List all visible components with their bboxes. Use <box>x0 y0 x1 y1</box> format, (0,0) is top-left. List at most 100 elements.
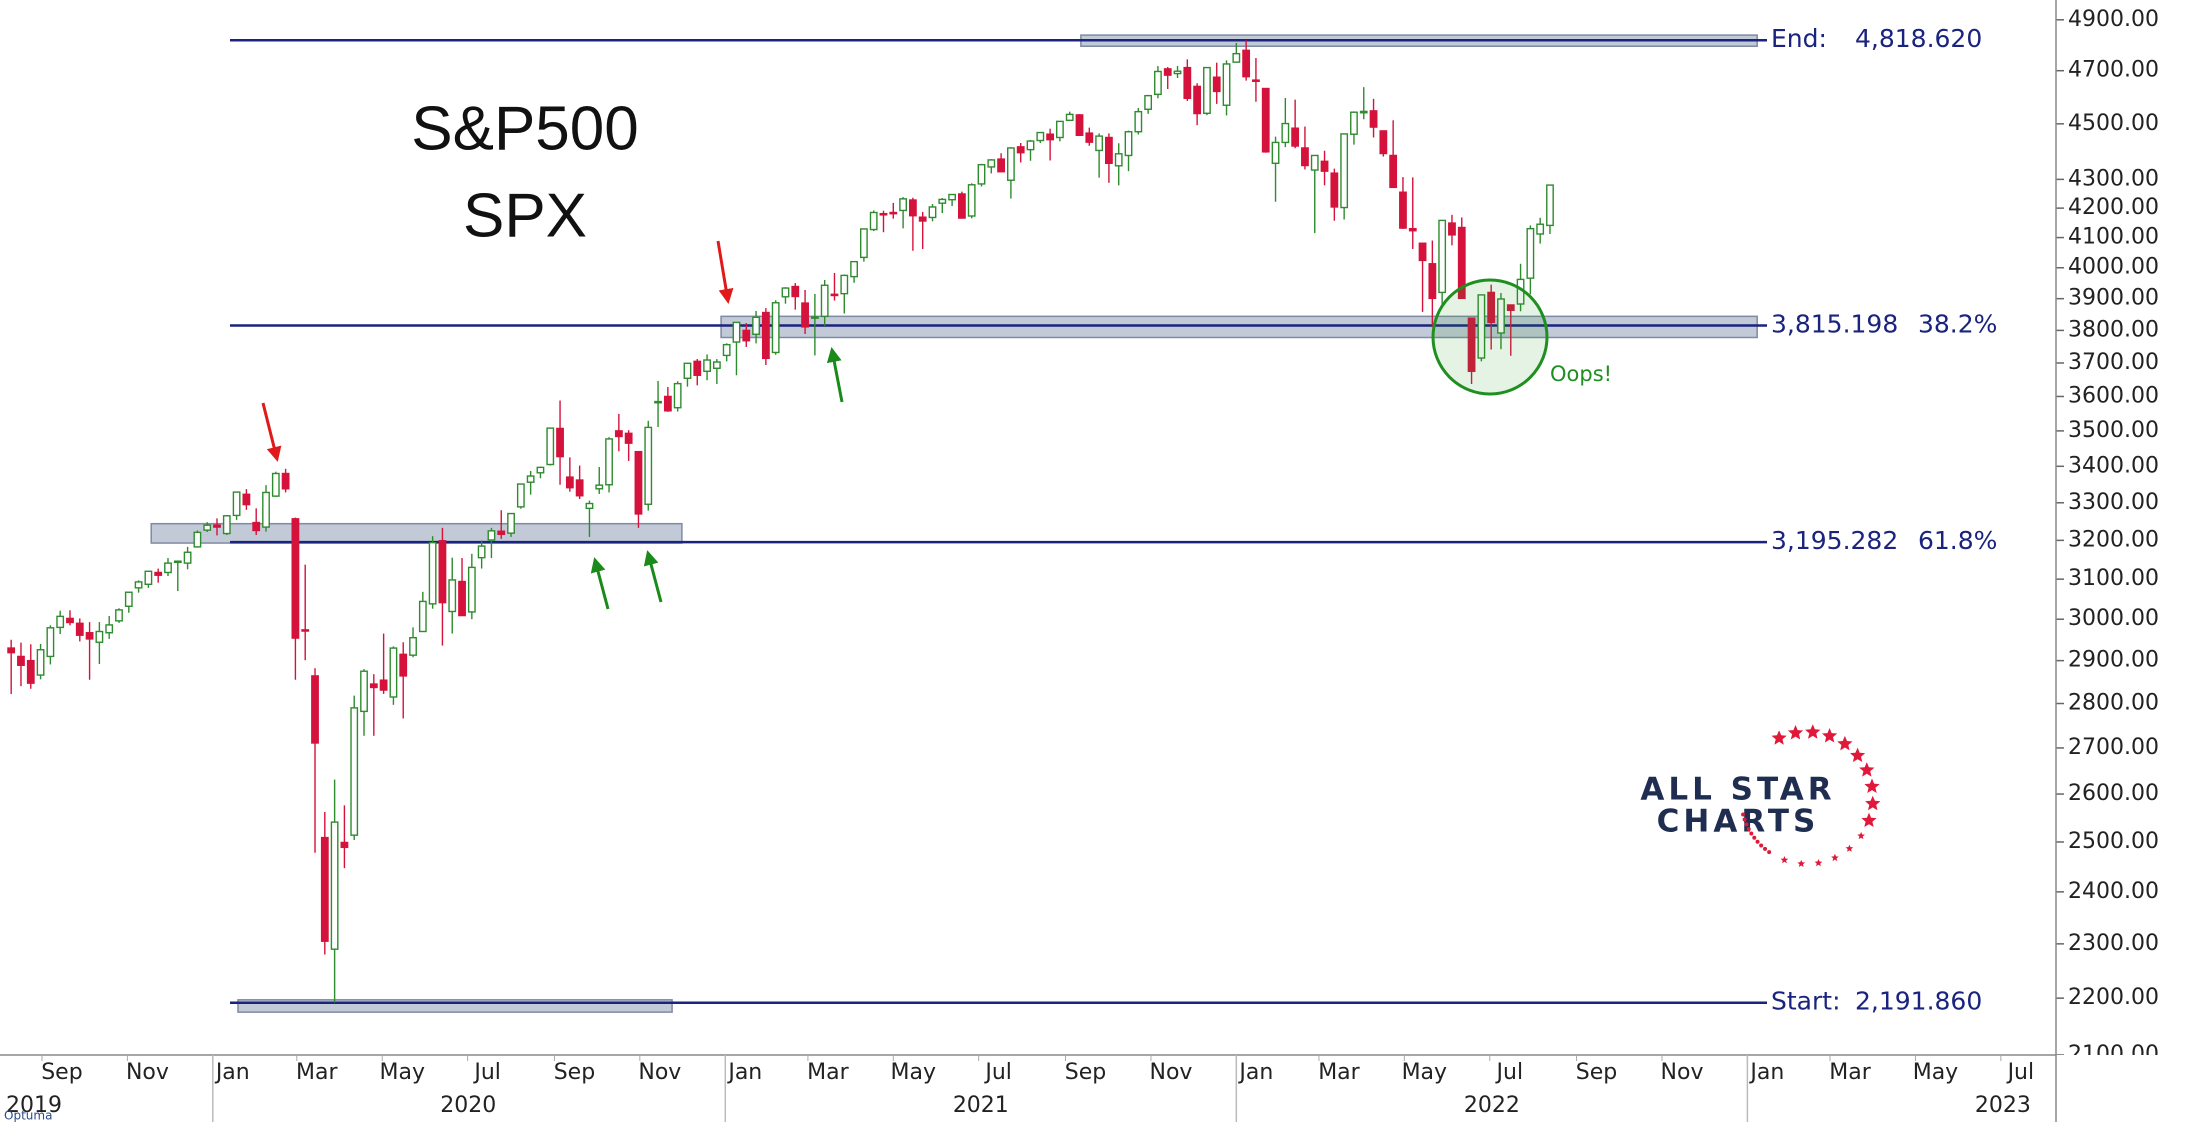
y-tick-label: 4100.00 <box>2068 225 2159 250</box>
candle-body <box>1320 160 1329 172</box>
candle-body <box>1281 122 1290 144</box>
level-label: 2,191.860 <box>1855 987 1982 1016</box>
y-tick-label: 3000.00 <box>2068 606 2159 631</box>
candle-body <box>1036 131 1045 142</box>
y-tick-label: 3500.00 <box>2068 418 2159 443</box>
candle-body <box>526 475 535 483</box>
candle-body <box>977 163 986 185</box>
y-tick-label: 2900.00 <box>2068 648 2159 673</box>
candle-body <box>673 382 682 409</box>
candle-body <box>791 285 800 298</box>
candle-body <box>957 193 966 219</box>
level-name: End: <box>1771 24 1827 53</box>
logo-star <box>1831 853 1839 862</box>
candle-body <box>1124 131 1133 157</box>
candle-body <box>379 679 388 691</box>
candle-body <box>732 321 741 343</box>
candle-body <box>683 362 692 379</box>
candle-body <box>801 302 809 328</box>
y-tick-label: 2500.00 <box>2068 829 2159 854</box>
candle-body <box>742 329 751 342</box>
candle-body <box>487 530 496 541</box>
year-label: 2023 <box>1975 1093 2031 1118</box>
y-tick-label: 2800.00 <box>2068 691 2159 716</box>
arrow <box>643 550 663 603</box>
candle-body <box>124 591 133 607</box>
candle-body <box>360 670 368 713</box>
y-tick-label: 3700.00 <box>2068 350 2159 375</box>
levels: End: 4,818.620 3,815.198 38.2% 3,195.282 61.8… <box>230 24 1997 1016</box>
level-label: 3,815.198 <box>1771 310 1898 339</box>
y-tick-label: 4000.00 <box>2068 255 2159 280</box>
y-axis: 4900.00 4700.00 4500.00 4300.00 4200.00 4100.… <box>2056 7 2159 1067</box>
candle-body <box>1389 154 1398 189</box>
candle-body <box>781 287 790 298</box>
candle-body <box>242 493 251 506</box>
candle-body <box>320 836 329 942</box>
candle-body <box>271 472 280 497</box>
logo-dot <box>1752 835 1757 840</box>
candle-body <box>262 491 270 528</box>
candle-body <box>1075 114 1084 136</box>
logo-star <box>1857 831 1865 840</box>
arrows <box>261 240 844 610</box>
logo-star <box>1814 859 1823 867</box>
x-tick-label: Mar <box>296 1060 338 1085</box>
y-tick-label: 2400.00 <box>2068 879 2159 904</box>
level-percent: 61.8% <box>1918 526 1997 555</box>
candle-body <box>1291 127 1300 147</box>
x-tick-label: Jul <box>2006 1060 2035 1085</box>
y-tick-label: 4900.00 <box>2068 7 2159 32</box>
candle-body <box>1340 133 1349 209</box>
candle-body <box>1144 94 1153 110</box>
x-tick-label: Jan <box>1237 1060 1273 1085</box>
y-tick-label: 3300.00 <box>2068 490 2159 515</box>
year-label: 2021 <box>953 1093 1009 1118</box>
zone <box>150 522 683 544</box>
candle-body <box>56 615 65 629</box>
candle-body <box>1134 110 1143 133</box>
candle-body <box>1222 63 1231 106</box>
candle-body <box>810 316 819 319</box>
x-tick-label: Sep <box>554 1060 595 1085</box>
candle-body <box>565 476 574 489</box>
candle-body <box>908 199 917 217</box>
y-tick-label: 4200.00 <box>2068 195 2159 220</box>
candle-body <box>1330 172 1339 208</box>
candle-body <box>340 841 349 849</box>
candle-body <box>918 216 927 222</box>
y-tick-label: 3900.00 <box>2068 286 2159 311</box>
candle-body <box>889 211 898 215</box>
candle-body <box>134 581 143 589</box>
candle-body <box>115 609 123 622</box>
candle-body <box>222 515 231 535</box>
candle-body <box>7 647 16 654</box>
candle-body <box>850 260 858 278</box>
logo-dot <box>1741 812 1746 817</box>
candle-body <box>1438 219 1447 294</box>
x-tick-label: Jul <box>1495 1060 1524 1085</box>
logo-dot <box>1755 839 1760 844</box>
candle-body <box>1467 317 1476 372</box>
x-tick-label: Jan <box>214 1060 250 1085</box>
x-tick-label: Jan <box>726 1060 762 1085</box>
candle-body <box>546 427 555 466</box>
x-tick-label: Sep <box>1576 1060 1617 1085</box>
y-tick-label: 2200.00 <box>2068 985 2159 1010</box>
logo-dot <box>1749 831 1754 836</box>
x-tick-label: May <box>1402 1060 1447 1085</box>
logo-star <box>1850 747 1866 762</box>
candle-body <box>1065 113 1074 122</box>
candle-body <box>75 622 84 636</box>
candle-body <box>477 545 486 559</box>
logo-star <box>1805 724 1821 739</box>
candle-body <box>761 311 770 360</box>
candle-body <box>203 524 212 531</box>
candle-body <box>1212 76 1221 93</box>
logo: ALL STAR CHARTS <box>1640 724 1881 867</box>
candle-body <box>17 655 25 666</box>
candle-body <box>1546 184 1554 227</box>
candle-body <box>95 630 104 643</box>
candle-body <box>938 198 947 204</box>
candle-body <box>644 426 653 505</box>
